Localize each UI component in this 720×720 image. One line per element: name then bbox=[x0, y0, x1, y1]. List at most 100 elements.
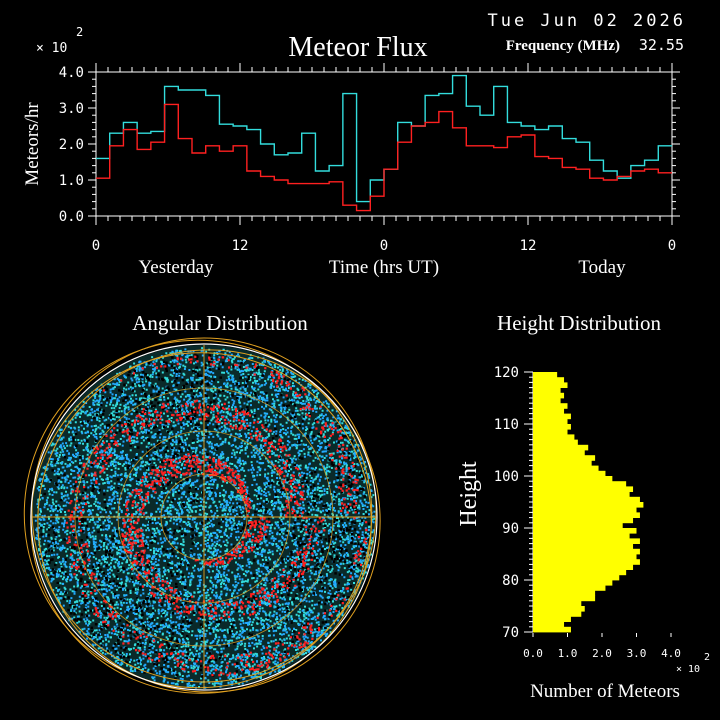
flux-x-axis-label: Time (hrs UT) bbox=[329, 257, 439, 278]
height-bars bbox=[533, 372, 644, 633]
height-bar bbox=[533, 429, 568, 435]
height-bar bbox=[533, 455, 596, 461]
height-x-tick-label: 1.0 bbox=[558, 647, 578, 660]
flux-y-tick-label: 3.0 bbox=[59, 101, 84, 117]
height-bar bbox=[533, 413, 571, 420]
height-bar bbox=[533, 470, 606, 477]
height-bar bbox=[533, 398, 561, 404]
sky-outer-ring bbox=[31, 337, 377, 683]
sky-boundary bbox=[30, 343, 378, 691]
flux-title: Meteor Flux bbox=[288, 32, 427, 63]
period-label-today: Today bbox=[578, 257, 626, 278]
angular-distribution-plot bbox=[23, 337, 381, 694]
height-bar bbox=[533, 476, 613, 482]
height-bar bbox=[533, 580, 613, 586]
height-y-tick-label: 90 bbox=[502, 521, 519, 537]
height-bar bbox=[533, 611, 582, 617]
height-bar bbox=[533, 554, 637, 560]
height-bar bbox=[533, 528, 637, 534]
height-y-tick-label: 120 bbox=[494, 365, 519, 381]
height-bar bbox=[533, 569, 627, 576]
height-bar bbox=[533, 590, 596, 596]
height-x-tick-label: 2.0 bbox=[592, 647, 612, 660]
height-bar bbox=[533, 559, 640, 565]
sky-points-cyan bbox=[35, 347, 376, 688]
flux-x-tick-label: 0 bbox=[668, 238, 676, 254]
height-bar bbox=[533, 481, 627, 487]
sky-outer-ring bbox=[37, 349, 381, 693]
height-bar bbox=[533, 621, 565, 628]
frequency-value: 32.55 bbox=[639, 36, 684, 54]
flux-y-tick-label: 2.0 bbox=[59, 137, 84, 153]
height-bar bbox=[533, 585, 606, 591]
height-x-axis-label: Number of Meteors bbox=[530, 681, 680, 702]
height-x-tick-label: 4.0 bbox=[661, 647, 681, 660]
height-bar bbox=[533, 387, 561, 394]
height-y-axis-label: Height bbox=[456, 461, 482, 527]
height-bar bbox=[533, 606, 585, 612]
height-bar bbox=[533, 403, 568, 409]
period-label-yesterday: Yesterday bbox=[138, 257, 214, 278]
height-bar bbox=[533, 377, 565, 383]
frequency-label: Frequency (MHz) bbox=[506, 38, 620, 54]
height-bar bbox=[533, 600, 582, 607]
flux-x-tick-label: 12 bbox=[520, 238, 537, 254]
height-bar bbox=[533, 507, 637, 513]
height-bar bbox=[533, 496, 640, 503]
flux-x-tick-label: 0 bbox=[380, 238, 388, 254]
height-bar bbox=[533, 543, 634, 550]
height-bar bbox=[533, 564, 634, 570]
height-bar bbox=[533, 439, 578, 446]
sky-outer-ring bbox=[23, 339, 373, 689]
height-bar bbox=[533, 533, 630, 539]
date-label: Tue Jun 02 2026 bbox=[487, 11, 686, 31]
flux-x-tick-label: 12 bbox=[232, 238, 249, 254]
flux-series-2-line bbox=[96, 103, 672, 212]
height-exponent-power: 2 bbox=[704, 652, 710, 663]
flux-y-tick-label: 0.0 bbox=[59, 209, 84, 225]
height-bar bbox=[533, 372, 558, 378]
height-title: Height Distribution bbox=[497, 311, 661, 335]
height-bar bbox=[533, 616, 571, 622]
height-y-tick-label: 100 bbox=[494, 469, 519, 485]
height-bar bbox=[533, 538, 640, 544]
sky-points-blue bbox=[34, 348, 376, 689]
height-bar bbox=[533, 491, 630, 498]
angular-title: Angular Distribution bbox=[132, 311, 308, 335]
flux-exponent-power: 2 bbox=[76, 25, 83, 39]
height-bar bbox=[533, 434, 575, 440]
height-bar bbox=[533, 424, 571, 430]
sky-points-red bbox=[65, 355, 368, 677]
height-bar bbox=[533, 418, 568, 425]
sky-gaps bbox=[40, 351, 371, 682]
height-y-tick-label: 110 bbox=[494, 417, 519, 433]
height-bar bbox=[533, 486, 634, 492]
flux-exponent-base: × 10 bbox=[36, 41, 67, 56]
height-bar bbox=[533, 444, 589, 451]
height-bar bbox=[533, 465, 599, 472]
height-y-tick-label: 70 bbox=[502, 625, 519, 641]
flux-axes: 0.0 1.0 2.0 3.0 4.0 0 12 0 12 0 bbox=[59, 63, 680, 254]
flux-series-lines bbox=[96, 74, 672, 212]
height-bar bbox=[533, 626, 571, 633]
height-bar bbox=[533, 460, 592, 466]
height-bar bbox=[533, 595, 596, 602]
height-bar bbox=[533, 548, 640, 555]
height-bar bbox=[533, 512, 640, 518]
flux-y-tick-label: 4.0 bbox=[59, 65, 84, 81]
height-bar bbox=[533, 382, 568, 388]
flux-y-tick-label: 1.0 bbox=[59, 173, 84, 189]
flux-y-axis-label: Meteors/hr bbox=[22, 102, 43, 186]
height-bar bbox=[533, 408, 565, 414]
height-x-tick-label: 3.0 bbox=[627, 647, 647, 660]
height-bar bbox=[533, 522, 623, 529]
height-exponent-base: × 10 bbox=[676, 664, 700, 675]
height-bar bbox=[533, 574, 620, 581]
height-bar bbox=[533, 450, 585, 456]
height-bar bbox=[533, 392, 565, 399]
height-bar bbox=[533, 517, 634, 524]
height-x-tick-label: 0.0 bbox=[523, 647, 543, 660]
height-y-tick-label: 80 bbox=[502, 573, 519, 589]
flux-x-tick-label: 0 bbox=[92, 238, 100, 254]
